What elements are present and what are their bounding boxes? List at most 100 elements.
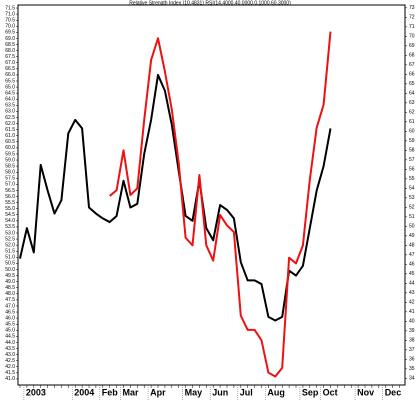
- x-tick-label: Sep: [302, 387, 319, 397]
- y-tick-label: 44.0: [5, 340, 15, 346]
- y2-tick-label: 34: [409, 376, 415, 382]
- y2-tick-label: 54: [409, 186, 415, 192]
- y-tick-label: 41.0: [5, 376, 15, 382]
- y-tick-label: 53.0: [5, 230, 15, 236]
- y-tick-label: 41.5: [5, 370, 15, 376]
- y-tick-label: 57.5: [5, 176, 15, 182]
- y-tick-label: 46.0: [5, 315, 15, 321]
- y2-tick-label: 59: [409, 138, 415, 144]
- y-tick-label: 56.5: [5, 188, 15, 194]
- x-tick-label: May: [185, 387, 203, 397]
- y-tick-label: 44.5: [5, 334, 15, 340]
- y2-tick-label: 36: [409, 357, 415, 363]
- y2-tick-label: 45: [409, 271, 415, 277]
- y-tick-label: 50.0: [5, 267, 15, 273]
- y-tick-label: 71.0: [5, 11, 15, 17]
- y2-tick-label: 49: [409, 233, 415, 239]
- y2-tick-label: 68: [409, 53, 415, 59]
- y-tick-label: 55.0: [5, 206, 15, 212]
- y2-tick-label: 47: [409, 252, 415, 258]
- y-tick-label: 49.0: [5, 279, 15, 285]
- series-line: [19, 73, 332, 322]
- y-tick-label: 69.5: [5, 30, 15, 36]
- y-tick-label: 69.0: [5, 36, 15, 42]
- y2-tick-label: 56: [409, 167, 415, 173]
- y2-tick-label: 60: [409, 129, 415, 135]
- y-tick-label: 58.0: [5, 170, 15, 176]
- y-tick-label: 70.0: [5, 24, 15, 30]
- x-tick-label: Apr: [150, 387, 166, 397]
- x-tick-label: Aug: [267, 387, 285, 397]
- y-tick-label: 66.5: [5, 66, 15, 72]
- y-tick-label: 60.0: [5, 145, 15, 151]
- y-tick-label: 43.5: [5, 346, 15, 352]
- y-tick-label: 68.0: [5, 48, 15, 54]
- y-tick-label: 48.0: [5, 291, 15, 297]
- y2-tick-label: 50: [409, 224, 415, 230]
- y2-tick-label: 72: [409, 15, 415, 21]
- chart-title: Relative Strength Index (10.4831) RSI(14…: [129, 0, 291, 6]
- series-line: [109, 31, 332, 378]
- y2-tick-label: 65: [409, 81, 415, 87]
- y-tick-label: 66.0: [5, 72, 15, 78]
- y-tick-label: 53.5: [5, 224, 15, 230]
- y-tick-label: 60.5: [5, 139, 15, 145]
- y-tick-label: 58.5: [5, 163, 15, 169]
- y-tick-label: 68.5: [5, 42, 15, 48]
- y-tick-label: 55.5: [5, 200, 15, 206]
- y2-tick-label: 64: [409, 91, 415, 97]
- x-tick-label: Jul: [240, 387, 253, 397]
- y-tick-label: 63.5: [5, 103, 15, 109]
- y2-tick-label: 43: [409, 290, 415, 296]
- x-tick-label: Jun: [212, 387, 228, 397]
- y2-tick-label: 62: [409, 110, 415, 116]
- y2-tick-label: 58: [409, 148, 415, 154]
- y2-tick-label: 61: [409, 119, 415, 125]
- x-tick-label: Mar: [123, 387, 140, 397]
- y-tick-label: 48.5: [5, 285, 15, 291]
- y2-tick-label: 39: [409, 328, 415, 334]
- y-tick-label: 71.5: [5, 5, 15, 11]
- y-tick-label: 62.5: [5, 115, 15, 121]
- y-tick-label: 50.5: [5, 261, 15, 267]
- x-tick-label: Dec: [385, 387, 402, 397]
- y2-tick-label: 53: [409, 195, 415, 201]
- y2-tick-label: 52: [409, 205, 415, 211]
- x-tick-label: 2004: [74, 387, 94, 397]
- y-tick-label: 67.0: [5, 60, 15, 66]
- y2-tick-label: 73: [409, 5, 415, 11]
- y-tick-label: 45.0: [5, 328, 15, 334]
- y2-tick-label: 70: [409, 34, 415, 40]
- y2-tick-label: 44: [409, 281, 415, 287]
- y2-tick-label: 51: [409, 214, 415, 220]
- y2-tick-label: 37: [409, 347, 415, 353]
- y-tick-label: 51.5: [5, 249, 15, 255]
- x-tick-label: Feb: [102, 387, 119, 397]
- y-tick-label: 70.5: [5, 18, 15, 24]
- y-tick-label: 54.0: [5, 218, 15, 224]
- y-tick-label: 45.5: [5, 322, 15, 328]
- x-tick-label: Nov: [357, 387, 374, 397]
- x-tick-label: 2003: [26, 387, 46, 397]
- plot-frame: [17, 4, 406, 386]
- y-tick-label: 47.5: [5, 297, 15, 303]
- y-tick-label: 52.0: [5, 242, 15, 248]
- y2-tick-label: 55: [409, 176, 415, 182]
- y2-tick-label: 69: [409, 43, 415, 49]
- y-tick-label: 42.0: [5, 364, 15, 370]
- y2-tick-label: 63: [409, 100, 415, 106]
- y-tick-label: 59.0: [5, 157, 15, 163]
- y-tick-label: 57.0: [5, 182, 15, 188]
- y-tick-label: 61.5: [5, 127, 15, 133]
- y-tick-label: 52.5: [5, 236, 15, 242]
- y-tick-label: 67.5: [5, 54, 15, 60]
- y-tick-label: 64.0: [5, 97, 15, 103]
- y2-tick-label: 35: [409, 366, 415, 372]
- y2-tick-label: 66: [409, 72, 415, 78]
- y2-tick-label: 46: [409, 262, 415, 268]
- y2-tick-label: 42: [409, 300, 415, 306]
- y-tick-label: 61.0: [5, 133, 15, 139]
- y-tick-label: 62.0: [5, 121, 15, 127]
